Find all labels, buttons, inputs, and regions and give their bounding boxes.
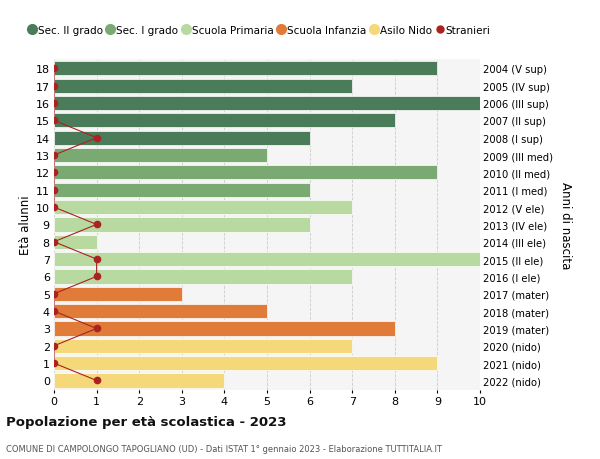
Bar — [54, 252, 480, 267]
Y-axis label: Età alunni: Età alunni — [19, 195, 32, 255]
Bar — [54, 356, 437, 370]
Bar — [54, 235, 97, 249]
Bar — [54, 166, 437, 180]
Bar — [54, 201, 352, 215]
Bar — [54, 79, 352, 94]
Bar — [54, 339, 352, 353]
Bar — [54, 270, 352, 284]
Text: COMUNE DI CAMPOLONGO TAPOGLIANO (UD) - Dati ISTAT 1° gennaio 2023 - Elaborazione: COMUNE DI CAMPOLONGO TAPOGLIANO (UD) - D… — [6, 444, 442, 453]
Bar — [54, 322, 395, 336]
Legend: Sec. II grado, Sec. I grado, Scuola Primaria, Scuola Infanzia, Asilo Nido, Stran: Sec. II grado, Sec. I grado, Scuola Prim… — [25, 22, 494, 40]
Y-axis label: Anni di nascita: Anni di nascita — [559, 181, 572, 269]
Bar — [54, 374, 224, 388]
Text: Popolazione per età scolastica - 2023: Popolazione per età scolastica - 2023 — [6, 415, 287, 428]
Bar — [54, 304, 267, 319]
Bar — [54, 62, 437, 76]
Bar — [54, 149, 267, 163]
Bar — [54, 218, 310, 232]
Bar — [54, 97, 480, 111]
Bar — [54, 114, 395, 128]
Bar — [54, 183, 310, 197]
Bar — [54, 287, 182, 301]
Bar — [54, 131, 310, 146]
